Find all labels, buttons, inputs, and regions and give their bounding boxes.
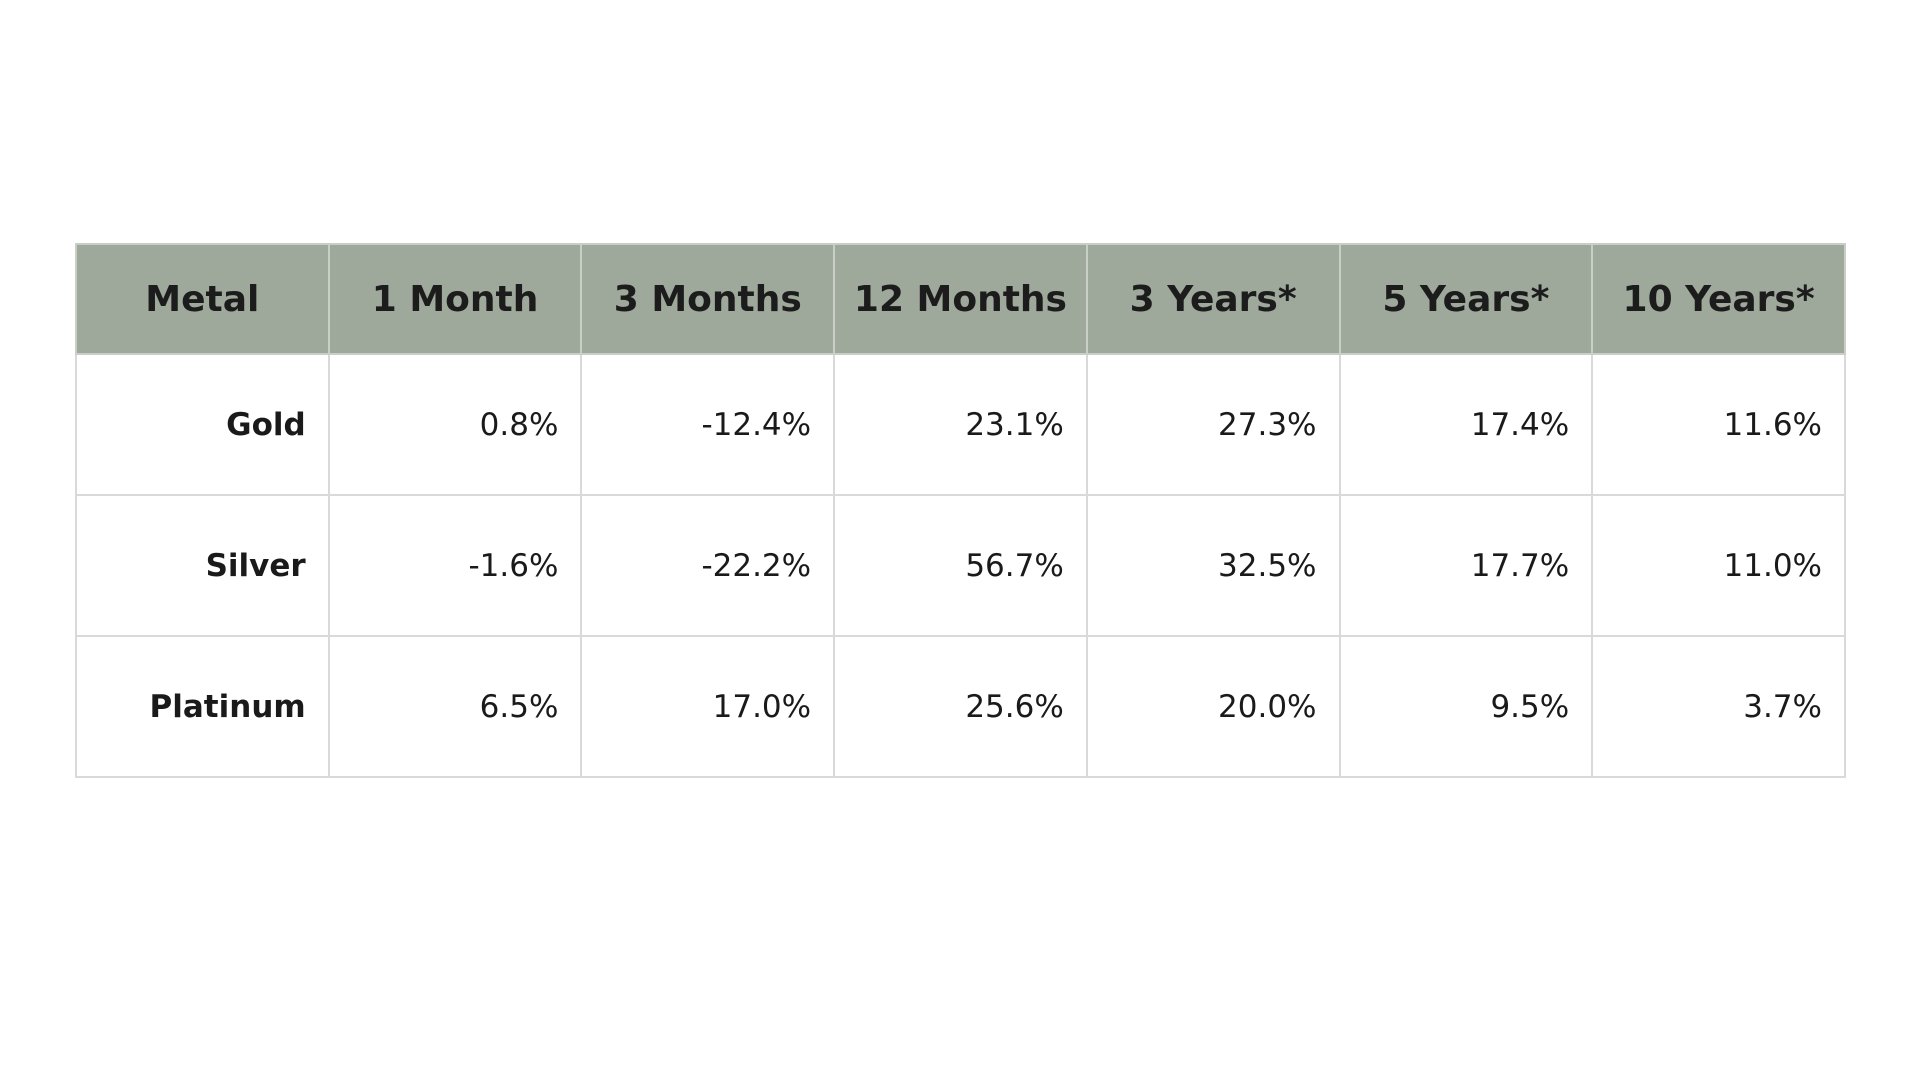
column-header: 5 Years* [1338,243,1594,355]
return-cell: 27.3% [1085,353,1341,496]
metal-name: Silver [75,494,330,637]
return-cell: 9.5% [1338,635,1594,778]
return-cell: -22.2% [580,494,836,637]
return-cell: 11.6% [1591,353,1846,496]
return-cell: 56.7% [833,494,1088,637]
returns-table: Metal 1 Month 3 Months 12 Months 3 Years* 5 Y… [75,243,1846,778]
table-body: Gold 0.8% -12.4% 23.1% 27.3% 17.4% 11.6% Silver… [75,353,1846,778]
column-header: 10 Years* [1591,243,1846,355]
table-row: Silver -1.6% -22.2% 56.7% 32.5% 17.7% 11.0% [75,494,1846,637]
return-cell: 17.7% [1338,494,1594,637]
metal-name: Gold [75,353,330,496]
return-cell: -1.6% [327,494,583,637]
return-cell: 23.1% [833,353,1088,496]
return-cell: 32.5% [1085,494,1341,637]
return-cell: 20.0% [1085,635,1341,778]
return-cell: 17.0% [580,635,836,778]
return-cell: 6.5% [327,635,583,778]
column-header: Metal [75,243,330,355]
column-header: 3 Years* [1085,243,1341,355]
column-header: 1 Month [327,243,583,355]
column-header: 3 Months [580,243,836,355]
return-cell: 11.0% [1591,494,1846,637]
return-cell: 17.4% [1338,353,1594,496]
return-cell: -12.4% [580,353,836,496]
table-head: Metal 1 Month 3 Months 12 Months 3 Years* 5 Y… [75,243,1846,355]
return-cell: 3.7% [1591,635,1846,778]
return-cell: 25.6% [833,635,1088,778]
table-row: Platinum 6.5% 17.0% 25.6% 20.0% 9.5% 3.7% [75,635,1846,778]
return-cell: 0.8% [327,353,583,496]
metal-name: Platinum [75,635,330,778]
column-header: 12 Months [833,243,1088,355]
header-row: Metal 1 Month 3 Months 12 Months 3 Years* 5 Y… [75,243,1846,355]
table-row: Gold 0.8% -12.4% 23.1% 27.3% 17.4% 11.6% [75,353,1846,496]
